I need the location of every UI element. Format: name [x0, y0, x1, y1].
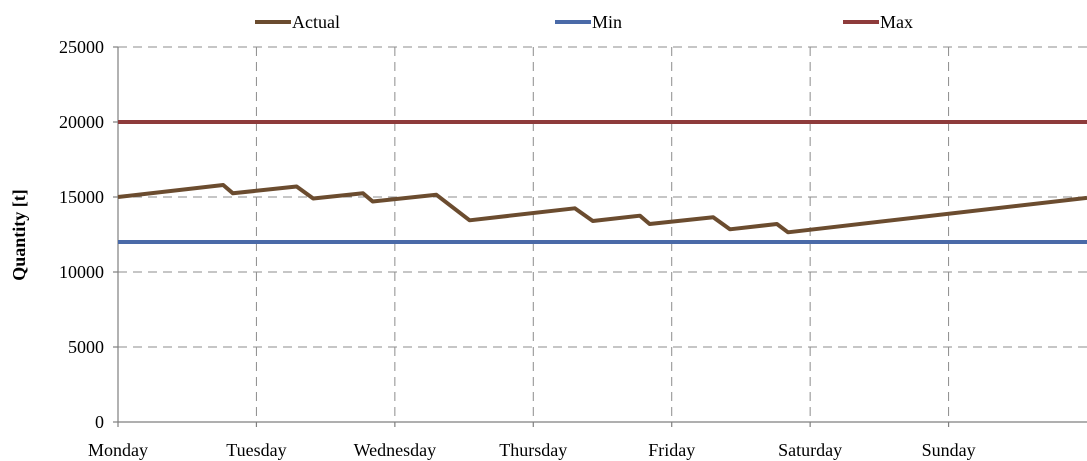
x-tick-label-tuesday: Tuesday [226, 440, 286, 460]
series-line-actual [117, 183, 1087, 235]
legend-label-actual: Actual [292, 12, 340, 32]
y-tick-label: 0 [95, 412, 104, 432]
x-tick-label-wednesday: Wednesday [354, 440, 437, 460]
legend: Actual Min Max [255, 12, 913, 32]
series [117, 120, 1087, 244]
y-tick-label: 20000 [59, 112, 104, 132]
x-tick-label-thursday: Thursday [499, 440, 567, 460]
x-tick-label-friday: Friday [648, 440, 695, 460]
x-tick-label-monday: Monday [88, 440, 148, 460]
legend-label-max: Max [880, 12, 913, 32]
grid [118, 46, 1087, 422]
y-axis-title: Quantity [t] [9, 189, 29, 281]
x-tick-label-saturday: Saturday [778, 440, 842, 460]
y-tick-label: 5000 [68, 337, 104, 357]
y-tick-label: 10000 [59, 262, 104, 282]
y-tick-label: 25000 [59, 37, 104, 57]
tick-labels: 0 5000 10000 15000 20000 25000 Monday Tuesday We… [59, 37, 976, 460]
legend-label-min: Min [592, 12, 622, 32]
axes [113, 46, 1087, 427]
y-tick-label: 15000 [59, 187, 104, 207]
x-tick-label-sunday: Sunday [922, 440, 976, 460]
